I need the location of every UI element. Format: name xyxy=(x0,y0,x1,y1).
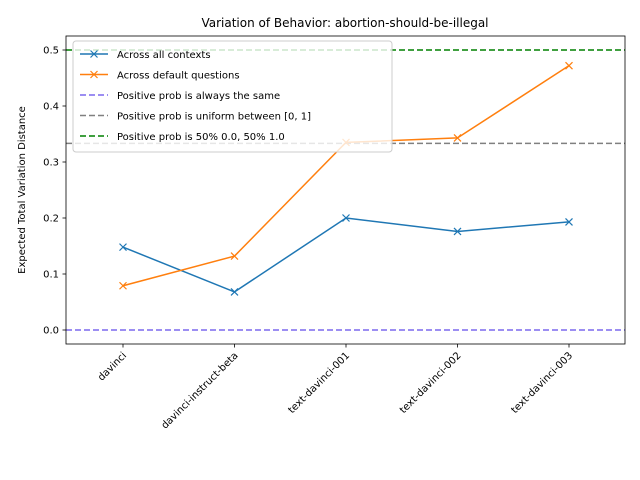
plot-area-frame xyxy=(65,35,626,345)
x-tick-label: davinci-instruct-beta xyxy=(160,350,241,431)
y-tick-label: 0.1 xyxy=(43,270,59,281)
x-tick-label: text-davinci-002 xyxy=(398,350,464,416)
data-point xyxy=(453,227,462,236)
data-point xyxy=(453,133,462,142)
legend-label: Across default questions xyxy=(117,71,240,82)
data-point xyxy=(342,214,350,222)
series-line-0 xyxy=(122,217,570,293)
legend-label: Positive prob is 50% 0.0, 50% 1.0 xyxy=(117,132,285,143)
y-tick-label: 0.4 xyxy=(43,102,59,113)
legend-box xyxy=(72,40,393,153)
data-point xyxy=(119,243,127,252)
data-point xyxy=(230,252,239,261)
legend-label: Positive prob is uniform between [0, 1] xyxy=(117,112,311,123)
legend: Across all contexts Across default questi… xyxy=(72,40,393,153)
x-tick-label: davinci xyxy=(96,350,129,383)
data-point xyxy=(565,61,573,70)
y-axis-ticks: 0.0 0.1 0.2 0.3 0.4 0.5 xyxy=(43,46,66,337)
legend-entry: Positive prob is always the same xyxy=(80,91,280,102)
legend-entry: Across all contexts xyxy=(80,50,211,61)
y-tick-label: 0.2 xyxy=(43,214,59,225)
y-tick-label: 0.0 xyxy=(43,326,59,337)
y-axis-label: Expected Total Variation Distance xyxy=(17,106,28,274)
data-point xyxy=(119,281,127,290)
data-point xyxy=(565,217,573,226)
x-tick-label: text-davinci-001 xyxy=(286,350,352,416)
legend-label: Across all contexts xyxy=(117,50,211,61)
legend-label: Positive prob is always the same xyxy=(117,91,280,102)
x-axis-ticks: davinci davinci-instruct-beta text-davinci… xyxy=(96,344,575,431)
data-point xyxy=(230,287,239,296)
y-tick-label: 0.3 xyxy=(43,158,59,169)
legend-entry: Across default questions xyxy=(80,71,240,82)
y-tick-label: 0.5 xyxy=(43,46,59,57)
x-tick-label: text-davinci-003 xyxy=(509,350,575,416)
chart-title: Variation of Behavior: abortion-should-b… xyxy=(201,16,488,30)
legend-entry: Positive prob is 50% 0.0, 50% 1.0 xyxy=(80,132,285,143)
legend-entry: Positive prob is uniform between [0, 1] xyxy=(80,112,311,123)
